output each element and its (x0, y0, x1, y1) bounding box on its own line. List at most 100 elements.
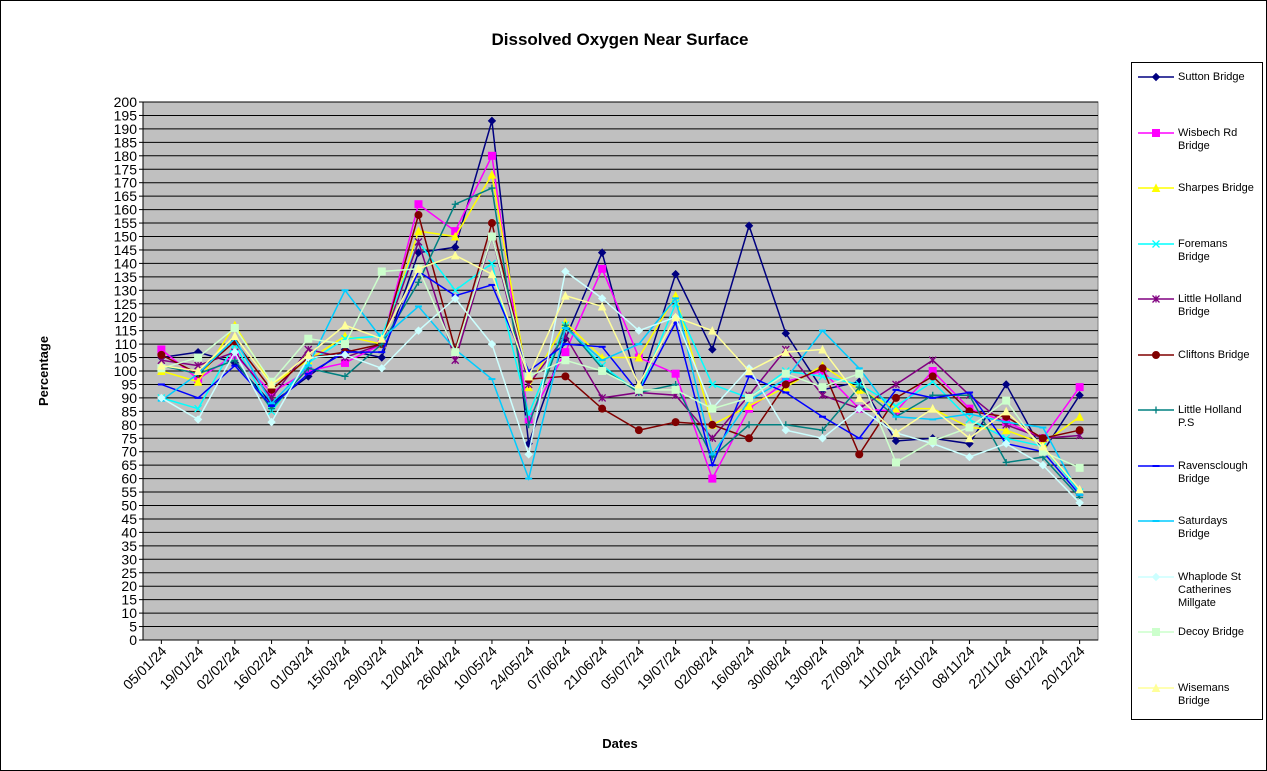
marker (745, 434, 754, 443)
marker (634, 426, 643, 435)
marker (598, 367, 607, 375)
marker (708, 404, 717, 413)
legend-swatch (1138, 295, 1174, 303)
marker (450, 250, 460, 260)
marker (193, 415, 203, 424)
marker (928, 356, 937, 365)
marker (377, 364, 386, 373)
marker (1152, 628, 1160, 636)
marker (1075, 484, 1084, 494)
x-axis-title: Dates (602, 736, 637, 751)
marker (1075, 391, 1084, 400)
marker (487, 269, 497, 279)
y-tick-label: 50 (121, 498, 137, 514)
legend-swatch (1138, 183, 1174, 192)
y-tick-label: 155 (114, 215, 138, 231)
series-line (161, 270, 1081, 496)
marker (414, 264, 423, 273)
marker (524, 371, 533, 381)
y-axis-title: Percentage (36, 336, 51, 406)
marker (561, 267, 570, 276)
legend-swatch (1138, 572, 1174, 581)
marker (598, 393, 607, 402)
marker (230, 323, 239, 332)
series-line (161, 233, 1080, 469)
marker (1001, 439, 1011, 448)
marker (451, 348, 460, 357)
legend-swatch (1138, 682, 1174, 692)
marker (377, 353, 386, 362)
marker (1152, 406, 1160, 414)
marker (928, 372, 937, 381)
marker (487, 170, 497, 179)
marker (377, 334, 387, 343)
legend-label: Wisemans Bridge (1178, 681, 1230, 707)
marker (341, 340, 350, 349)
marker (525, 421, 533, 429)
marker (928, 404, 938, 413)
marker (377, 267, 386, 276)
marker (818, 434, 827, 443)
marker (708, 434, 717, 443)
legend-label: Sutton Bridge (1178, 71, 1245, 83)
y-tick-label: 135 (114, 269, 138, 285)
legend-swatch (1138, 239, 1174, 248)
y-tick-label: 0 (129, 632, 137, 648)
marker (340, 350, 350, 360)
marker (487, 151, 496, 160)
marker (892, 402, 900, 410)
series-line (161, 120, 1081, 454)
legend-label: Saturdays Bridge (1178, 515, 1228, 540)
legend-swatch (1138, 464, 1174, 467)
legend-label: Whaplode St Catherines Millgate (1178, 570, 1241, 609)
legend: Sutton Bridge Wisbech Rd Bridge Sharpes Br… (1131, 62, 1263, 720)
marker (818, 344, 827, 354)
marker (781, 347, 791, 357)
legend-label: Wisbech Rd Bridge (1178, 126, 1238, 152)
y-tick-label: 185 (114, 134, 138, 150)
marker (193, 366, 203, 375)
y-tick-label: 65 (121, 457, 137, 473)
legend-swatch (1138, 128, 1174, 137)
marker (1151, 183, 1161, 192)
y-tick-label: 30 (121, 551, 137, 567)
marker (891, 436, 901, 446)
marker (708, 380, 717, 389)
marker (745, 393, 754, 402)
marker (744, 221, 754, 230)
y-tick-label: 175 (114, 161, 138, 177)
marker (708, 326, 717, 335)
marker (1038, 460, 1048, 470)
marker (487, 116, 497, 126)
series-line (160, 288, 1081, 496)
chart-title: Dissolved Oxygen Near Surface (491, 30, 748, 49)
legend-swatch (1138, 72, 1174, 82)
marker (1152, 295, 1160, 303)
marker (965, 415, 974, 424)
marker (855, 404, 864, 413)
y-tick-label: 15 (121, 592, 137, 608)
legend-swatch (1138, 628, 1174, 636)
y-tick-label: 115 (115, 323, 138, 339)
y-tick-label: 160 (114, 202, 138, 218)
marker (487, 259, 496, 268)
marker (855, 383, 863, 391)
marker (598, 264, 607, 273)
marker (597, 248, 607, 257)
marker (781, 380, 790, 389)
y-tick-label: 95 (121, 376, 137, 392)
marker (781, 369, 790, 378)
legend-label: Foremans Bridge (1178, 237, 1228, 263)
y-tick-label: 55 (121, 484, 137, 500)
legend-swatch (1138, 350, 1174, 359)
y-tick-label: 60 (121, 471, 137, 487)
marker (671, 369, 680, 378)
marker (157, 361, 166, 370)
marker (193, 377, 203, 386)
marker (487, 232, 496, 241)
series-line (161, 240, 1081, 493)
y-tick-label: 195 (114, 107, 138, 123)
legend-label: Little Holland Bridge (1178, 293, 1242, 318)
